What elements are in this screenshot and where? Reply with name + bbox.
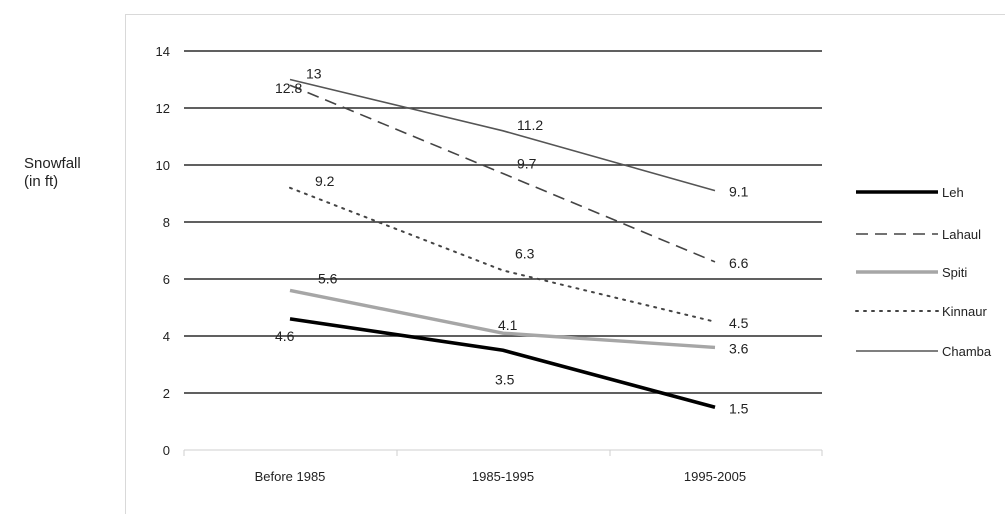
series-line-lahaul: [289, 84, 716, 263]
data-label-leh: 4.6: [275, 328, 295, 344]
data-label-kinnaur: 9.2: [315, 173, 335, 189]
series-lines: [289, 78, 716, 409]
legend-label-spiti: Spiti: [942, 265, 967, 280]
y-axis-label: Snowfall (in ft): [24, 155, 81, 191]
series-line-chamba: [289, 78, 716, 192]
x-tick-label: 1995-2005: [684, 469, 746, 484]
legend-label-chamba: Chamba: [942, 344, 992, 359]
y-tick-label: 4: [163, 329, 170, 344]
y-tick-label: 2: [163, 386, 170, 401]
y-tick-labels: 0 2 4 6 8 10 12 14: [156, 44, 170, 458]
y-tick-label: 12: [156, 101, 170, 116]
data-label-spiti: 3.6: [729, 340, 749, 356]
x-tick-label: Before 1985: [255, 469, 326, 484]
data-label-lahaul: 6.6: [729, 255, 749, 271]
x-tick-label: 1985-1995: [472, 469, 534, 484]
chart-frame: [125, 14, 1005, 514]
series-line-spiti: [289, 288, 716, 350]
y-tick-label: 8: [163, 215, 170, 230]
y-axis-label-line-1: Snowfall: [24, 155, 81, 172]
series-line-leh: [289, 317, 716, 409]
data-label-chamba: 11.2: [517, 117, 543, 133]
y-tick-label: 0: [163, 443, 170, 458]
y-tick-label: 10: [156, 158, 170, 173]
data-label-chamba: 13: [306, 66, 322, 82]
legend-label-leh: Leh: [942, 185, 964, 200]
data-label-kinnaur: 4.5: [729, 315, 749, 331]
data-label-lahaul: 12.8: [275, 80, 302, 96]
data-label-spiti: 4.1: [498, 317, 518, 333]
data-labels: 4.6 3.5 1.5 12.8 9.7 6.6 5.6 4.1 3.6 9.2 6.3 4.5 13 1…: [275, 66, 749, 417]
data-label-kinnaur: 6.3: [515, 245, 535, 261]
data-label-leh: 3.5: [495, 371, 515, 387]
data-label-lahaul: 9.7: [517, 156, 537, 172]
data-label-spiti: 5.6: [318, 270, 338, 286]
legend-label-lahaul: Lahaul: [942, 227, 981, 242]
x-tick-labels: Before 1985 1985-1995 1995-2005: [255, 469, 747, 484]
y-tick-label: 6: [163, 272, 170, 287]
data-label-chamba: 9.1: [729, 184, 749, 200]
y-tick-label: 14: [156, 44, 170, 59]
data-label-leh: 1.5: [729, 400, 749, 416]
y-axis-label-line-2: (in ft): [24, 173, 59, 190]
legend: Leh Lahaul Spiti Kinnaur Chamba: [855, 185, 992, 359]
legend-label-kinnaur: Kinnaur: [942, 304, 987, 319]
gridlines: [183, 50, 823, 456]
